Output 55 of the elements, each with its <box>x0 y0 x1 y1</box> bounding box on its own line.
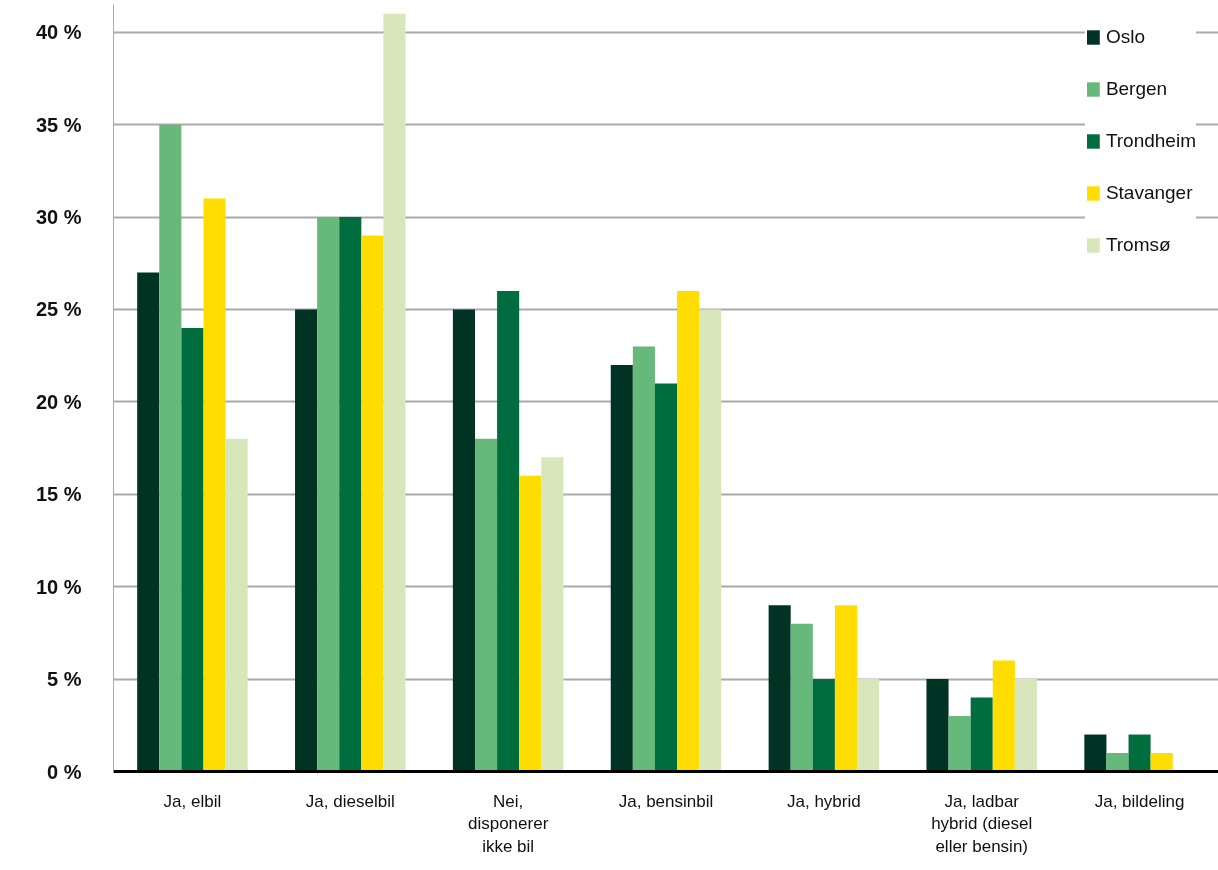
bar <box>137 272 160 772</box>
y-tick-label: 40 % <box>35 21 82 44</box>
bar <box>654 383 678 772</box>
bar <box>948 716 971 772</box>
legend-label: Bergen <box>1105 78 1168 100</box>
y-tick-label: 20 % <box>35 390 82 413</box>
y-tick-label: 25 % <box>35 298 82 321</box>
bar <box>452 309 475 772</box>
x-tick-label: Ja, bildeling <box>1094 791 1185 811</box>
bar <box>1084 734 1107 772</box>
bar <box>677 290 700 772</box>
bar <box>857 679 880 772</box>
x-tick-label: Ja, hybrid <box>787 791 861 811</box>
bar <box>541 457 564 772</box>
bar <box>699 309 722 772</box>
y-tick-label: 30 % <box>35 206 82 229</box>
bar <box>181 327 204 772</box>
legend-label: Oslo <box>1105 26 1145 48</box>
bar <box>361 235 384 772</box>
x-tick-label: Ja, dieselbil <box>305 791 395 811</box>
bar <box>159 124 182 772</box>
bar <box>519 475 542 772</box>
legend-label: Trondheim <box>1105 130 1196 152</box>
bar <box>926 679 949 772</box>
bar <box>497 290 520 772</box>
bar <box>834 605 858 772</box>
bar <box>225 438 248 772</box>
y-tick-label: 5 % <box>47 668 82 691</box>
y-tick-label: 15 % <box>35 483 82 506</box>
bar <box>992 660 1015 772</box>
bar <box>317 217 340 772</box>
y-tick-label: 10 % <box>35 575 82 598</box>
bar <box>812 679 835 772</box>
x-tick-label: Ja, bensinbil <box>618 791 714 811</box>
bar <box>1014 679 1037 772</box>
y-tick-label: 0 % <box>47 760 82 783</box>
x-tick-label: Ja, ladbar hybrid (diesel eller bensin) <box>931 791 1033 857</box>
bar <box>474 438 498 772</box>
bar <box>970 697 993 772</box>
bar <box>1128 734 1151 772</box>
bar <box>768 605 791 772</box>
bar <box>1106 753 1129 772</box>
y-tick-label: 35 % <box>35 113 82 136</box>
legend-label: Tromsø <box>1105 234 1171 256</box>
legend-label: Stavanger <box>1105 182 1193 204</box>
bar <box>295 309 318 772</box>
x-tick-label: Nei, disponerer ikke bil <box>467 791 549 857</box>
bar <box>610 364 633 772</box>
bar <box>790 623 813 772</box>
bar <box>383 13 406 772</box>
bar <box>1150 753 1173 772</box>
bar <box>339 217 362 772</box>
x-tick-label: Ja, elbil <box>163 791 222 811</box>
bar <box>203 198 226 772</box>
bar <box>632 346 655 772</box>
